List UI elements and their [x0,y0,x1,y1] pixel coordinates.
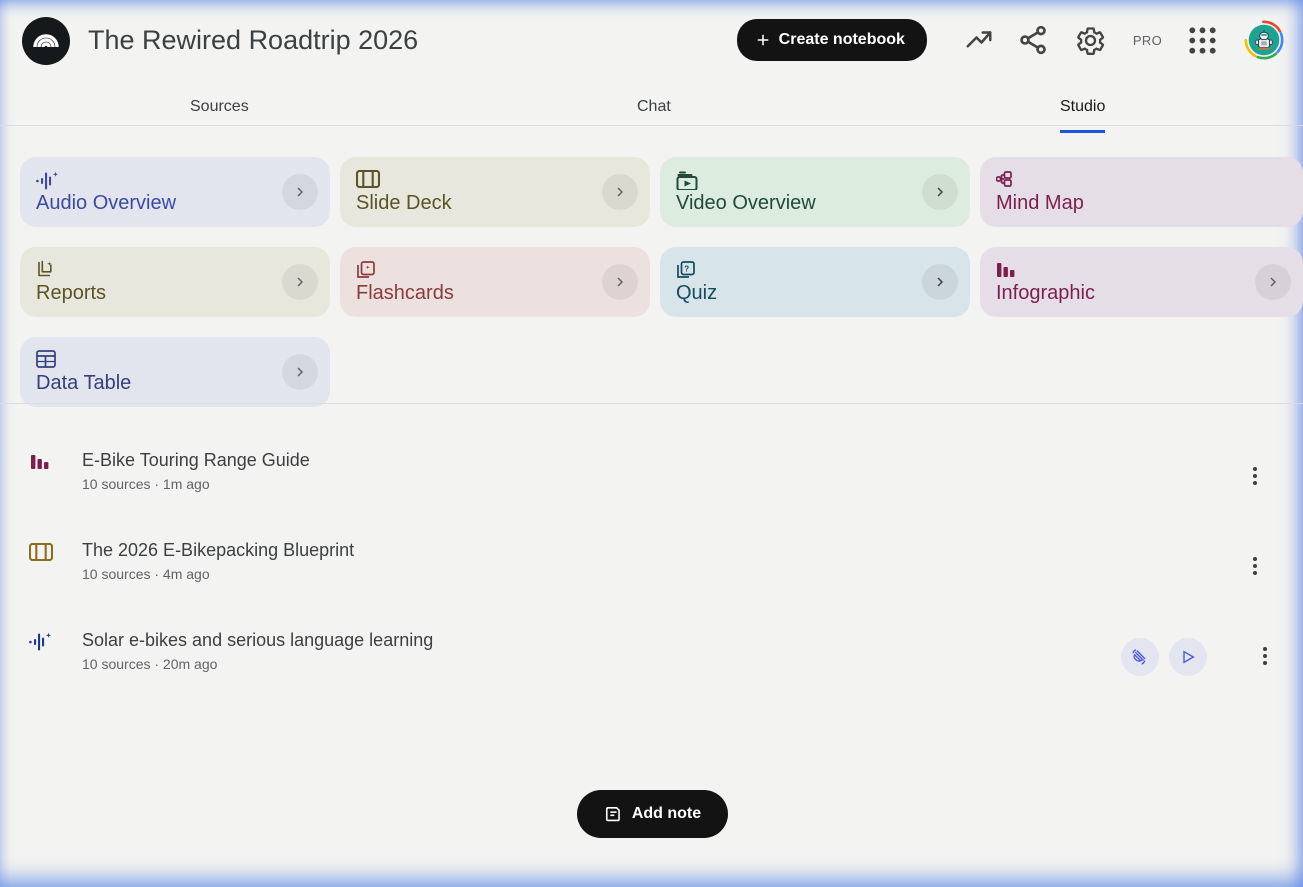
svg-text:?: ? [684,265,689,274]
